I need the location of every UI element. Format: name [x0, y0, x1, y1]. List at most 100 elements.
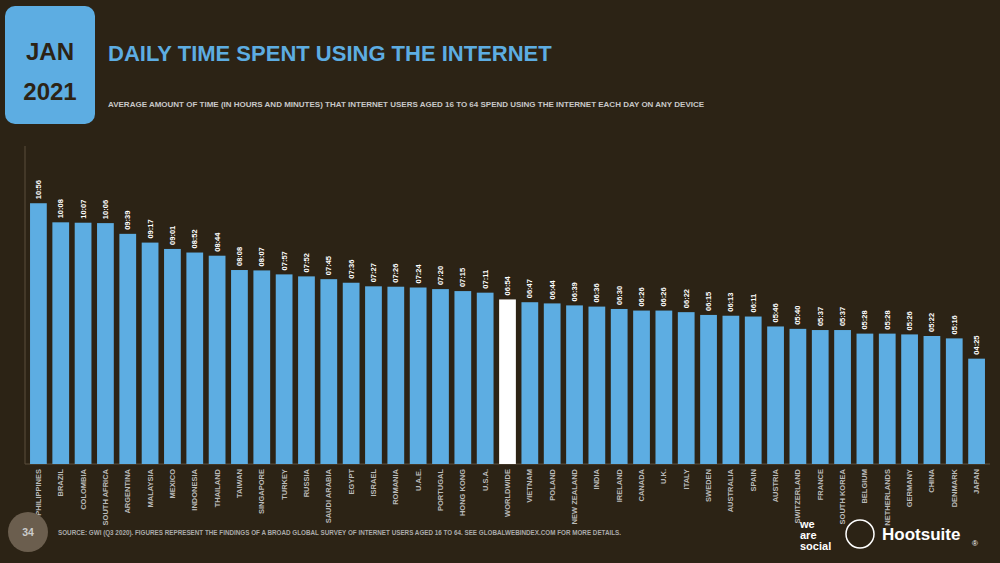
- data-label: 10:56: [34, 180, 43, 199]
- data-label: 07:36: [347, 260, 356, 279]
- data-label: 06:44: [548, 279, 557, 299]
- data-label: 06:26: [637, 287, 646, 306]
- x-tick-label: INDONESIA: [190, 468, 199, 510]
- bar: [52, 222, 69, 464]
- bar: [454, 291, 471, 464]
- data-label: 05:46: [771, 303, 780, 322]
- bar: [879, 334, 896, 464]
- x-tick-label: CANADA: [637, 468, 646, 501]
- x-tick-label: ARGENTINA: [123, 468, 132, 513]
- bar: [387, 287, 404, 464]
- bar: [410, 288, 427, 464]
- x-tick-label: INDIA: [592, 468, 601, 489]
- x-tick-label: U.K.: [659, 469, 668, 484]
- x-tick-label: GERMANY: [905, 469, 914, 507]
- data-label: 08:44: [213, 232, 222, 252]
- x-tick-label: SOUTH AFRICA: [101, 468, 110, 525]
- x-tick-label: MEXICO: [168, 469, 177, 499]
- bar: [812, 330, 829, 464]
- bar: [276, 274, 293, 464]
- data-label: 09:17: [146, 219, 155, 238]
- source-note: SOURCE: GWI (Q3 2020). FIGURES REPRESENT…: [58, 529, 621, 537]
- x-tick-label: PHILIPPINES: [34, 469, 43, 516]
- bar: [142, 243, 159, 464]
- background: [0, 0, 1000, 563]
- date-year: 2021: [23, 78, 76, 105]
- data-label: 06:26: [659, 287, 668, 306]
- x-tick-label: SAUDI ARABIA: [324, 468, 333, 523]
- x-tick-label: SINGAPORE: [257, 469, 266, 514]
- bar: [231, 270, 248, 464]
- data-label: 07:45: [324, 256, 333, 275]
- data-label: 07:20: [436, 266, 445, 285]
- data-label: 06:30: [615, 286, 624, 305]
- data-label: 04:25: [972, 335, 981, 354]
- bar: [924, 336, 941, 464]
- data-label: 06:11: [749, 294, 758, 313]
- bar: [432, 289, 449, 464]
- x-tick-label: ISRAEL: [369, 469, 378, 497]
- data-label: 06:39: [570, 282, 579, 301]
- bar: [633, 311, 650, 464]
- bar: [588, 307, 605, 464]
- data-label: 07:27: [369, 263, 378, 282]
- bar: [834, 330, 851, 464]
- x-tick-label: AUSTRIA: [771, 468, 780, 502]
- chart: 10:5610:0810:0710:0609:3909:1709:0108:52…: [0, 0, 1000, 563]
- data-label: 09:39: [123, 211, 132, 230]
- data-label: 06:36: [592, 283, 601, 302]
- annotations: JAN202134SOURCE: GWI (Q3 2020). FIGURES …: [22, 38, 978, 553]
- data-label: 05:37: [838, 307, 847, 326]
- bar: [119, 234, 136, 464]
- bar: [678, 312, 695, 464]
- bar: [566, 305, 583, 464]
- x-tick-labels: PHILIPPINESBRAZILCOLOMBIASOUTH AFRICAARG…: [34, 468, 981, 525]
- bar: [209, 256, 226, 464]
- bar: [164, 249, 181, 464]
- bar: [655, 311, 672, 464]
- x-tick-label: SOUTH KOREA: [838, 468, 847, 524]
- x-tick-label: FRANCE: [816, 469, 825, 500]
- x-tick-label: MALAYSIA: [146, 468, 155, 507]
- data-label: 07:24: [414, 263, 423, 283]
- bar: [723, 316, 740, 464]
- bar: [499, 299, 516, 464]
- bar: [298, 276, 315, 464]
- title: DAILY TIME SPENT USING THE INTERNET: [108, 41, 552, 66]
- x-tick-label: SPAIN: [749, 469, 758, 491]
- x-tick-label: TAIWAN: [235, 469, 244, 498]
- x-tick-label: TURKEY: [280, 469, 289, 500]
- x-tick-label: SWEDEN: [704, 469, 713, 502]
- bar: [75, 223, 92, 464]
- data-label: 05:40: [793, 306, 802, 325]
- data-label: 06:47: [525, 279, 534, 298]
- x-tick-label: CHINA: [927, 468, 936, 492]
- bar: [745, 317, 762, 464]
- page-number: 34: [22, 526, 34, 538]
- logo-text: Hootsuite: [882, 525, 960, 544]
- x-tick-label: EGYPT: [347, 469, 356, 495]
- data-label: 07:57: [280, 251, 289, 270]
- data-label: 05:28: [860, 310, 869, 329]
- data-label: 08:52: [190, 229, 199, 248]
- x-tick-label: WORLDWIDE: [503, 469, 512, 517]
- data-label: 05:37: [816, 307, 825, 326]
- y-axis-line: [25, 146, 26, 464]
- data-label: 06:13: [726, 293, 735, 312]
- x-tick-label: U.S.A.: [481, 469, 490, 491]
- bar: [611, 309, 628, 464]
- x-tick-label: ITALY: [682, 469, 691, 489]
- subtitle: AVERAGE AMOUNT OF TIME (IN HOURS AND MIN…: [108, 100, 705, 109]
- bar: [97, 223, 114, 464]
- bar: [857, 334, 874, 464]
- data-label: 07:15: [458, 268, 467, 287]
- x-tick-label: BRAZIL: [56, 469, 65, 497]
- x-tick-label: DENMARK: [950, 468, 959, 507]
- bar: [968, 359, 985, 464]
- data-label: 06:15: [704, 292, 713, 311]
- date-badge: [5, 6, 95, 124]
- data-label: 10:08: [56, 199, 65, 218]
- x-tick-label: AUSTRALIA: [726, 468, 735, 512]
- bar: [521, 302, 538, 464]
- x-tick-label: VIETNAM: [525, 469, 534, 503]
